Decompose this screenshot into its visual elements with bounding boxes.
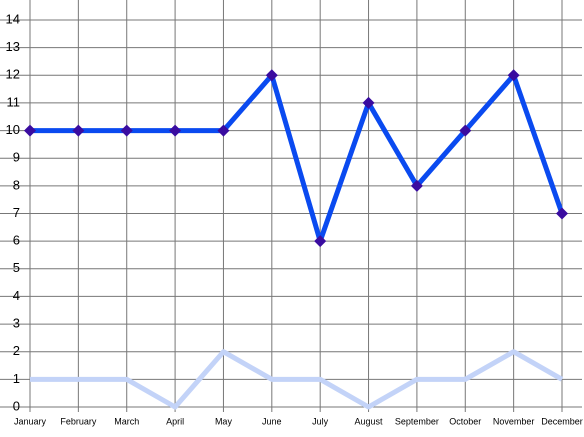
marker	[314, 235, 327, 248]
x-tick-label: December	[541, 416, 583, 426]
marker	[507, 69, 520, 82]
y-tick-label: 8	[13, 177, 20, 192]
series-line	[30, 349, 564, 410]
y-tick-label: 7	[13, 205, 20, 220]
marker	[217, 124, 230, 137]
marker	[410, 179, 423, 192]
y-tick-label: 2	[13, 343, 20, 358]
x-tick-label: September	[395, 416, 439, 426]
y-tick-label: 14	[6, 11, 20, 26]
marker	[169, 124, 182, 137]
y-tick-label: 5	[13, 260, 20, 275]
marker	[459, 124, 472, 137]
y-tick-label: 3	[13, 316, 20, 331]
x-tick-label: January	[14, 416, 47, 426]
marker	[362, 96, 375, 109]
y-tick-label: 6	[13, 233, 20, 248]
x-tick-label: May	[215, 416, 233, 426]
y-tick-label: 13	[6, 39, 20, 54]
marker	[556, 207, 568, 220]
y-tick-label: 12	[6, 67, 20, 82]
x-tick-label: August	[355, 416, 384, 426]
x-tick-label: June	[262, 416, 282, 426]
marker	[24, 124, 36, 137]
x-tick-label: March	[114, 416, 139, 426]
y-tick-label: 4	[13, 288, 20, 303]
y-tick-label: 9	[13, 150, 20, 165]
y-tick-label: 11	[7, 94, 21, 109]
y-tick-label: 0	[13, 398, 20, 413]
x-tick-label: November	[493, 416, 535, 426]
x-tick-label: July	[312, 416, 329, 426]
y-tick-label: 1	[13, 371, 20, 386]
y-tick-label: 10	[6, 122, 20, 137]
marker	[120, 124, 133, 137]
x-tick-label: April	[166, 416, 184, 426]
series-line	[30, 72, 565, 244]
marker	[72, 124, 85, 137]
x-tick-label: October	[449, 416, 481, 426]
x-tick-label: February	[60, 416, 97, 426]
marker	[265, 69, 278, 82]
